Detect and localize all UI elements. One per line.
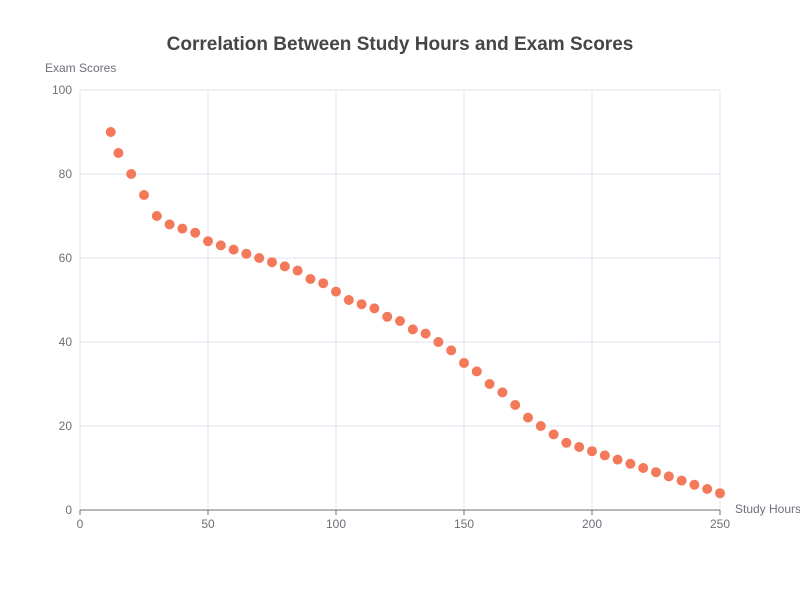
data-point[interactable] bbox=[510, 400, 521, 410]
data-point[interactable] bbox=[459, 358, 469, 368]
data-point[interactable] bbox=[535, 421, 546, 431]
data-point[interactable] bbox=[689, 479, 700, 490]
data-point[interactable] bbox=[318, 278, 329, 289]
data-point[interactable] bbox=[382, 311, 393, 322]
data-point[interactable] bbox=[676, 475, 687, 486]
data-point[interactable] bbox=[446, 345, 457, 356]
tick-labels: 0 20 40 60 80 100 0 50 100 150 200 250 bbox=[52, 83, 730, 531]
data-point[interactable] bbox=[369, 303, 380, 314]
data-point[interactable] bbox=[292, 265, 303, 276]
data-point[interactable] bbox=[228, 244, 239, 255]
data-point[interactable] bbox=[105, 127, 116, 137]
data-point[interactable] bbox=[395, 316, 405, 326]
y-tick-label: 0 bbox=[65, 503, 72, 517]
data-point[interactable] bbox=[663, 471, 674, 482]
data-point[interactable] bbox=[113, 148, 124, 158]
data-point[interactable] bbox=[139, 190, 149, 200]
grid bbox=[79, 89, 721, 510]
data-point[interactable] bbox=[279, 261, 290, 272]
data-point[interactable] bbox=[561, 437, 572, 448]
data-point[interactable] bbox=[612, 454, 623, 465]
data-point[interactable] bbox=[407, 324, 418, 335]
data-point[interactable] bbox=[548, 429, 559, 440]
x-tick-label: 100 bbox=[326, 517, 346, 531]
data-point[interactable] bbox=[471, 366, 482, 377]
data-point[interactable] bbox=[638, 463, 649, 473]
y-tick-label: 20 bbox=[59, 419, 73, 433]
data-point[interactable] bbox=[420, 328, 431, 339]
data-point[interactable] bbox=[331, 286, 341, 297]
y-axis-label: Exam Scores bbox=[45, 61, 116, 75]
data-point[interactable] bbox=[151, 211, 162, 221]
data-point[interactable] bbox=[177, 223, 188, 234]
data-point[interactable] bbox=[203, 236, 213, 247]
data-point[interactable] bbox=[356, 299, 367, 310]
data-point[interactable] bbox=[433, 337, 444, 347]
y-tick-label: 80 bbox=[59, 167, 73, 181]
data-points bbox=[105, 127, 725, 499]
data-point[interactable] bbox=[126, 169, 137, 179]
x-tick-label: 200 bbox=[582, 517, 602, 531]
data-point[interactable] bbox=[651, 467, 661, 478]
data-point[interactable] bbox=[715, 488, 725, 499]
data-point[interactable] bbox=[625, 458, 636, 469]
x-axis-label: Study Hours bbox=[735, 502, 800, 516]
y-tick-label: 100 bbox=[52, 83, 72, 97]
data-point[interactable] bbox=[190, 227, 201, 238]
data-point[interactable] bbox=[484, 379, 495, 389]
x-tick-label: 250 bbox=[710, 517, 730, 531]
data-point[interactable] bbox=[164, 219, 175, 230]
data-point[interactable] bbox=[215, 240, 226, 251]
data-point[interactable] bbox=[523, 412, 533, 423]
chart-title: Correlation Between Study Hours and Exam… bbox=[167, 34, 634, 55]
data-point[interactable] bbox=[305, 274, 316, 284]
x-tick-label: 0 bbox=[77, 517, 84, 531]
x-tick-label: 50 bbox=[201, 517, 215, 531]
data-point[interactable] bbox=[254, 253, 265, 263]
data-point[interactable] bbox=[267, 257, 277, 268]
data-point[interactable] bbox=[497, 387, 508, 398]
y-tick-label: 40 bbox=[59, 335, 73, 349]
data-point[interactable] bbox=[599, 450, 610, 461]
y-tick-label: 60 bbox=[59, 251, 73, 265]
data-point[interactable] bbox=[587, 446, 597, 457]
data-point[interactable] bbox=[574, 442, 585, 452]
x-tick-label: 150 bbox=[454, 517, 474, 531]
data-point[interactable] bbox=[702, 484, 713, 494]
data-point[interactable] bbox=[343, 295, 354, 305]
data-point[interactable] bbox=[241, 248, 252, 259]
